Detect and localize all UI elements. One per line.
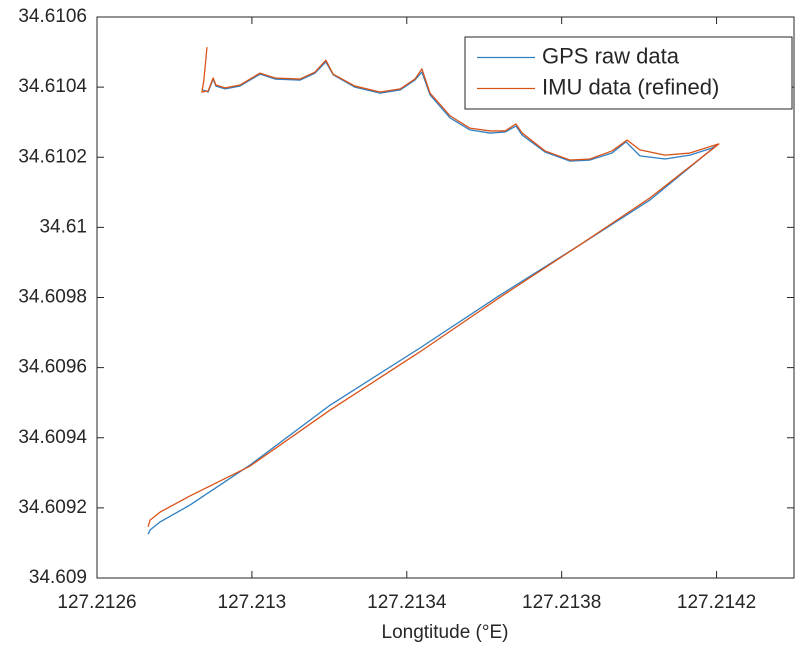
x-axis-label: Longtitude (°E) [382, 622, 509, 643]
legend-label: IMU data (refined) [542, 74, 719, 99]
y-tick-label: 34.6106 [18, 6, 87, 27]
series-line [147, 47, 720, 527]
y-tick-label: 34.609 [29, 567, 87, 588]
series-line [147, 61, 718, 535]
y-tick-label: 34.6102 [18, 146, 87, 167]
x-tick-label: 127.2126 [57, 592, 136, 613]
x-tick-label: 127.2134 [367, 592, 447, 613]
x-tick-label: 127.2142 [677, 592, 756, 613]
y-tick-label: 34.6098 [18, 287, 87, 308]
legend: GPS raw data IMU data (refined) [464, 36, 793, 110]
y-tick-label: 34.6094 [18, 427, 87, 448]
y-tick-label: 34.61 [39, 216, 87, 237]
x-tick-label: 127.213 [218, 592, 287, 613]
x-tick-label: 127.2138 [522, 592, 601, 613]
y-tick-label: 34.6092 [18, 497, 87, 518]
y-tick-label: 34.6104 [18, 76, 87, 97]
y-tick-label: 34.6096 [18, 357, 87, 378]
legend-label: GPS raw data [542, 43, 680, 68]
legend-box [464, 36, 793, 110]
